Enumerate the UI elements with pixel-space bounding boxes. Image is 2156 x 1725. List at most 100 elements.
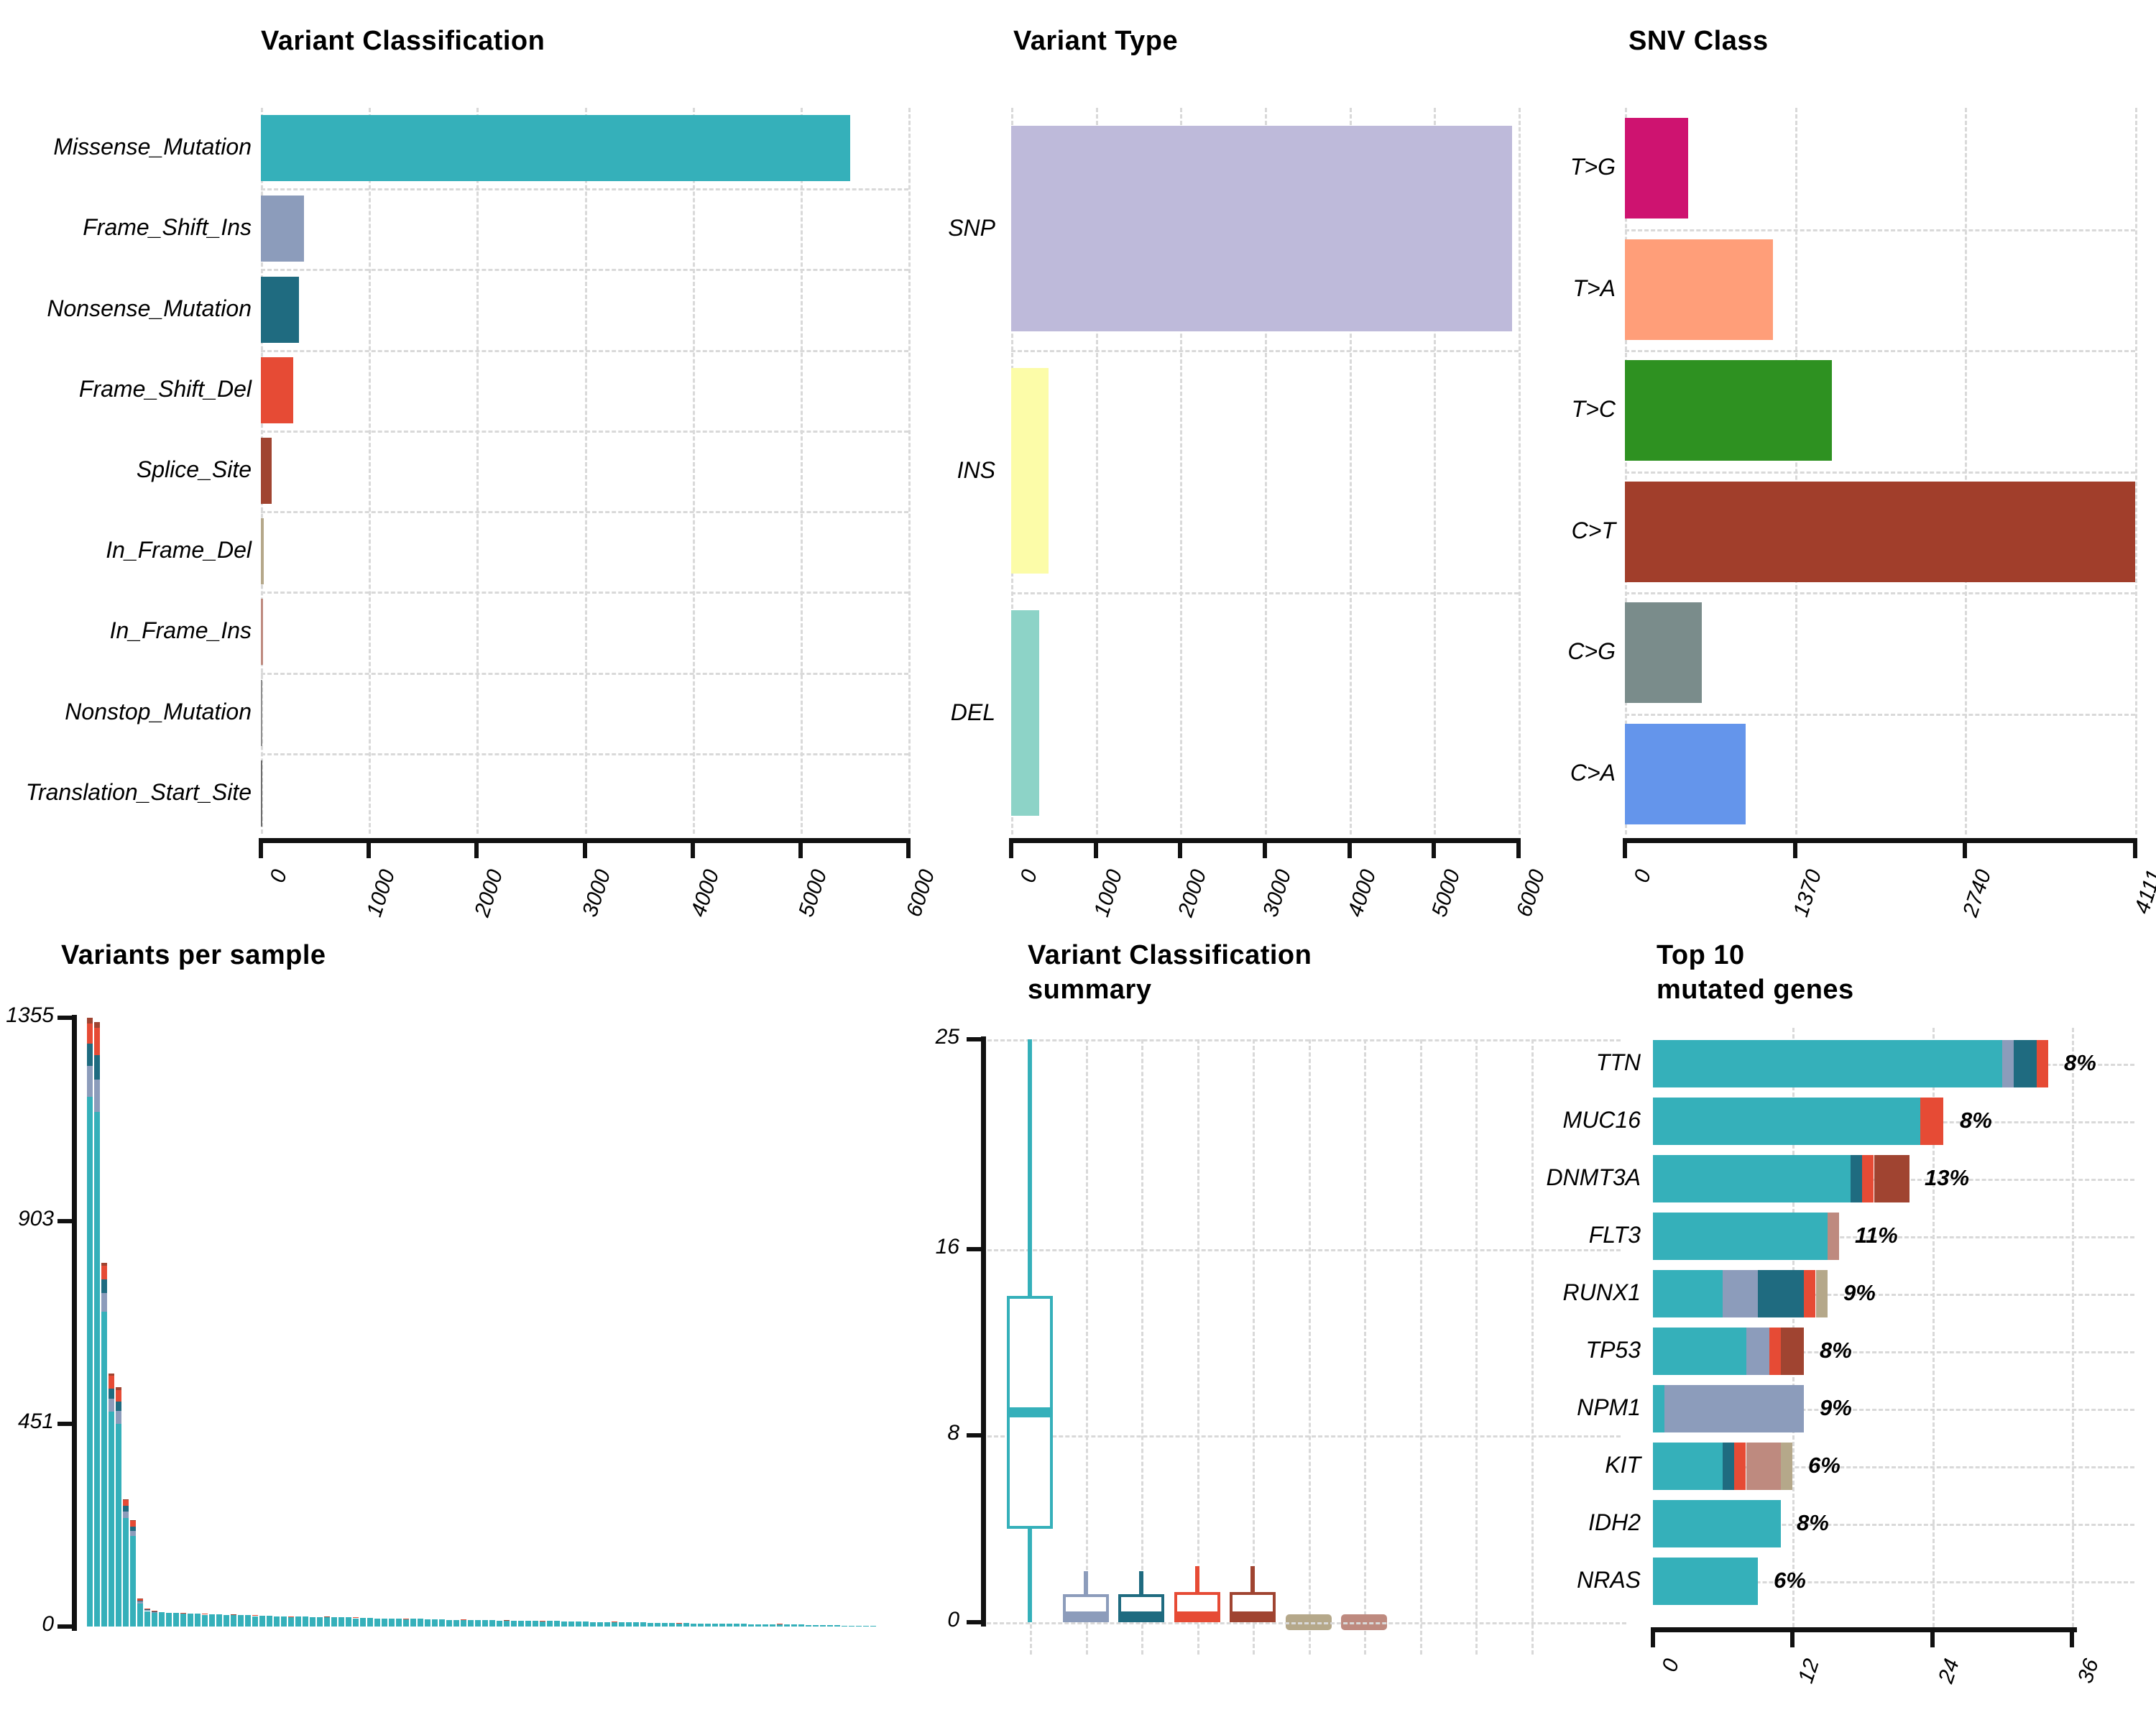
- category-label-translation_start_site: Translation_Start_Site: [25, 779, 252, 805]
- sample-bar-segment-splice_site: [109, 1374, 114, 1376]
- grid-column-5: [1309, 1039, 1311, 1655]
- x-tick-label: 2000: [470, 867, 508, 920]
- x-tick-label: 2000: [1174, 867, 1212, 920]
- gridline-row-NRAS: [1653, 1581, 2134, 1583]
- boxplot-whisker-splice_site: [1250, 1566, 1255, 1622]
- sample-bar-segment-missense: [152, 1613, 157, 1627]
- gridline-x-5000: [801, 108, 803, 834]
- gene-bar-segment-FLT3-missense: [1653, 1213, 1828, 1260]
- x-axis-tick: [1930, 1627, 1935, 1647]
- sample-bar-segment-missense: [525, 1621, 531, 1627]
- gene-bar-segment-TTN-frame_shift_ins: [2002, 1040, 2014, 1087]
- bar-t>g: [1625, 118, 1688, 218]
- sample-bar-segment-missense: [216, 1614, 222, 1627]
- gridline-y-0: [987, 1622, 1626, 1624]
- category-label-t>g: T>G: [1570, 154, 1616, 180]
- bar-c>g: [1625, 602, 1702, 703]
- sample-bar-segment-missense: [834, 1625, 840, 1627]
- sample-bar-segment-splice_site: [324, 1616, 330, 1617]
- x-tick-label: 1000: [1089, 867, 1128, 920]
- sample-bar-segment-missense: [123, 1518, 129, 1627]
- sample-bar-segment-missense: [691, 1624, 696, 1627]
- gene-percent-RUNX1: 9%: [1843, 1280, 1876, 1305]
- sample-bar-segment-missense: [619, 1622, 625, 1627]
- panel-title-top-genes-line2: mutated genes: [1657, 975, 1854, 1005]
- gridline-x-3000: [585, 108, 587, 834]
- gridline-row-NPM1: [1653, 1409, 2134, 1411]
- y-tick-label: 451: [17, 1409, 54, 1433]
- grid-column-9: [1531, 1039, 1534, 1655]
- bar-frame_shift_ins: [261, 196, 304, 262]
- y-axis-tick: [967, 1247, 986, 1251]
- gridline-x-12: [1792, 1028, 1795, 1627]
- gridline-row-MUC16: [1653, 1121, 2134, 1123]
- gene-bar-segment-MUC16-missense: [1653, 1098, 1920, 1145]
- sample-bar-segment-missense: [432, 1619, 438, 1627]
- sample-bar-segment-missense: [540, 1622, 545, 1627]
- y-axis-tick: [57, 1219, 77, 1223]
- sample-bar-segment-missense: [461, 1620, 466, 1627]
- sample-bar-segment-frame_shift_ins: [94, 1080, 100, 1112]
- sample-bar-segment-nonsense: [94, 1055, 100, 1080]
- sample-bar-segment-frame_shift_del: [288, 1616, 294, 1617]
- sample-bar-segment-missense: [518, 1621, 524, 1627]
- category-label-frame_shift_ins: Frame_Shift_Ins: [83, 214, 252, 240]
- x-axis-tick: [1651, 1627, 1655, 1647]
- bar-c>t: [1625, 482, 2135, 582]
- gridline-y-25: [981, 1039, 1621, 1041]
- panel-title-classification-summary-line2: summary: [1028, 975, 1152, 1005]
- sample-bar-segment-frame_shift_del: [130, 1521, 136, 1527]
- y-tick-label: 1355: [6, 1003, 54, 1027]
- gene-bar-segment-TP53-frame_shift_ins: [1746, 1328, 1769, 1375]
- sample-bar-segment-missense: [209, 1614, 215, 1627]
- boxplot-box-missense: [1007, 1296, 1053, 1529]
- bar-t>a: [1625, 239, 1773, 340]
- y-tick-label: 25: [935, 1025, 959, 1049]
- x-axis-tick: [1963, 838, 1967, 858]
- sample-bar-segment-frame_shift_del: [101, 1265, 107, 1279]
- boxplot-box-frame_shift_del: [1174, 1592, 1220, 1622]
- sample-bar-segment-missense: [159, 1612, 165, 1627]
- gridline-x-6000: [1519, 108, 1521, 834]
- category-label-del: DEL: [950, 699, 995, 725]
- sample-bar-segment-missense: [533, 1621, 538, 1627]
- sample-bar-segment-missense: [547, 1621, 553, 1627]
- sample-bar-segment-missense: [453, 1620, 459, 1627]
- x-axis-line: [1651, 1627, 2077, 1632]
- x-axis-tick: [1178, 838, 1182, 858]
- sample-bar-segment-missense: [827, 1625, 833, 1627]
- x-tick-label: 4000: [686, 867, 724, 920]
- x-tick-label: 6000: [902, 867, 940, 920]
- bar-splice_site: [261, 438, 272, 504]
- gene-bar-segment-NRAS-missense: [1653, 1558, 1758, 1605]
- sample-bar-segment-missense: [561, 1622, 567, 1627]
- x-tick-label: 24: [1933, 1656, 1964, 1686]
- y-tick-label: 8: [947, 1421, 959, 1445]
- sample-bar-segment-frame_shift_del: [540, 1621, 545, 1622]
- sample-bar-segment-missense: [712, 1624, 718, 1627]
- sample-bar-segment-missense: [425, 1619, 430, 1627]
- sample-bar-segment-missense: [705, 1624, 711, 1627]
- sample-bar-segment-missense: [303, 1616, 308, 1627]
- gene-label-TP53: TP53: [1585, 1337, 1641, 1363]
- sample-bar-segment-missense: [468, 1620, 474, 1627]
- boxplot-box-frame_shift_ins: [1063, 1594, 1109, 1622]
- gene-percent-NPM1: 9%: [1820, 1395, 1852, 1420]
- sample-bar-segment-missense: [719, 1624, 725, 1627]
- sample-bar-segment-missense: [324, 1617, 330, 1627]
- gridline-x-0: [1625, 108, 1627, 834]
- y-tick-label: 0: [42, 1612, 54, 1636]
- sample-bar-segment-missense: [374, 1619, 380, 1627]
- sample-bar-segment-nonsense: [109, 1389, 114, 1399]
- sample-bar-segment-missense: [662, 1623, 668, 1627]
- sample-bar-segment-missense: [806, 1625, 811, 1627]
- sample-bar-segment-missense: [446, 1620, 452, 1627]
- sample-bar-segment-splice_site: [94, 1022, 100, 1028]
- x-axis-tick: [1348, 838, 1352, 858]
- sample-bar-segment-frame_shift_del: [137, 1599, 143, 1601]
- boxplot-flat-in_frame_del: [1286, 1614, 1332, 1630]
- gridline-y-8: [981, 1435, 1621, 1438]
- y-tick-label: 903: [17, 1207, 54, 1230]
- sample-bar-segment-missense: [676, 1624, 682, 1627]
- gridline-y-3: [261, 350, 908, 352]
